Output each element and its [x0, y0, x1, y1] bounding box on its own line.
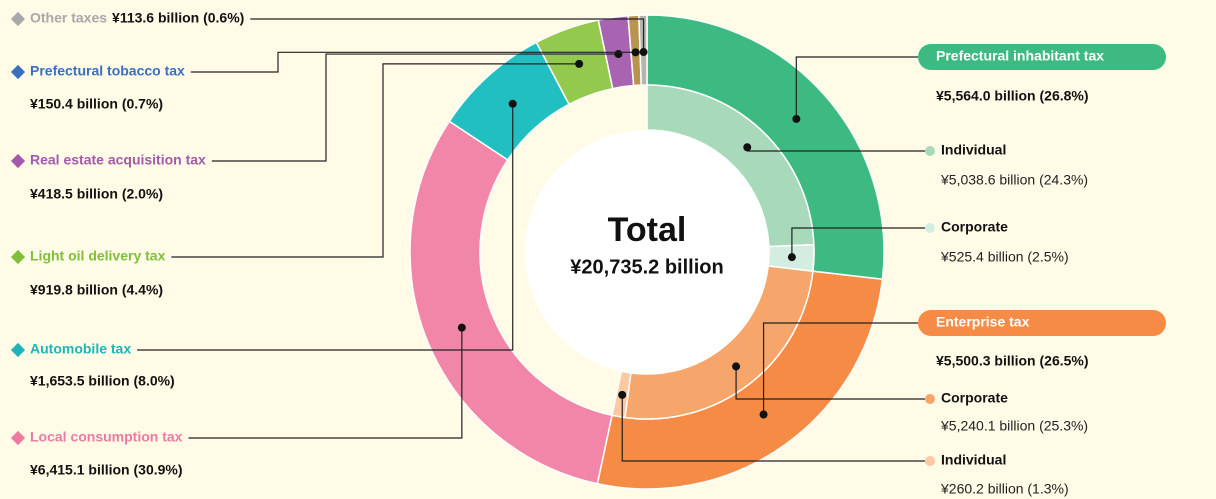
- value-label: ¥418.5 billion (2.0%): [30, 186, 163, 202]
- legend-diamond: [10, 249, 26, 265]
- inner-value-label: ¥5,240.1 billion (25.3%): [940, 418, 1088, 434]
- legend-diamond: [10, 430, 26, 446]
- leader-line: [791, 227, 925, 258]
- category-label: Prefectural tobacco tax: [30, 63, 185, 79]
- value-label: ¥5,564.0 billion (26.8%): [936, 88, 1089, 104]
- center-hole: [525, 130, 769, 374]
- legend-dot: [925, 394, 935, 404]
- category-label: Prefectural inhabitant tax: [936, 48, 1104, 64]
- legend-dot: [925, 146, 935, 156]
- leader-line: [762, 322, 918, 415]
- legend-diamond: [10, 11, 26, 27]
- category-pill: [918, 310, 1166, 336]
- category-label: Automobile tax: [30, 341, 131, 357]
- slices: [409, 14, 885, 490]
- inner-category-label: Corporate: [941, 219, 1008, 235]
- leader-dot: [732, 362, 741, 371]
- inner-category-label: Corporate: [941, 390, 1008, 406]
- center-title: Total: [608, 211, 687, 249]
- inner-value-label: ¥5,038.6 billion (24.3%): [940, 172, 1088, 188]
- leader-dot: [631, 48, 640, 57]
- category-label: Enterprise tax: [936, 314, 1030, 330]
- leader-dot: [508, 99, 517, 108]
- category-label: Light oil delivery tax: [30, 248, 166, 264]
- leader-dot: [457, 323, 466, 332]
- inner-category-label: Individual: [941, 452, 1006, 468]
- leader-line: [621, 394, 925, 462]
- inner-value-label: ¥525.4 billion (2.5%): [940, 249, 1069, 265]
- legend-diamond: [10, 64, 26, 80]
- leader-line: [211, 53, 619, 162]
- category-pill: [918, 44, 1166, 70]
- leader-dot: [792, 114, 801, 123]
- value-label: ¥5,500.3 billion (26.5%): [936, 353, 1089, 369]
- leader-dot: [618, 390, 627, 399]
- leader-dot: [614, 50, 623, 59]
- legend-dot: [925, 456, 935, 466]
- leader-dot: [575, 59, 584, 68]
- center-total: ¥20,735.2 billion: [570, 256, 723, 278]
- leader-dot: [787, 253, 796, 262]
- leader-dot: [639, 48, 648, 57]
- leader-line: [795, 56, 918, 119]
- leader-line: [735, 366, 925, 400]
- leader-line: [250, 18, 645, 53]
- leader-dot: [759, 410, 768, 419]
- leader-line: [137, 103, 514, 351]
- value-label: ¥150.4 billion (0.7%): [30, 96, 163, 112]
- legend-diamond: [10, 342, 26, 358]
- outer-slice: [409, 120, 613, 485]
- legend-dot: [925, 223, 935, 233]
- inner-value-label: ¥260.2 billion (1.3%): [940, 481, 1069, 497]
- category-label: Local consumption tax: [30, 429, 183, 445]
- leader-line: [171, 63, 580, 258]
- leader-dot: [743, 143, 752, 152]
- leader-line: [188, 327, 463, 439]
- leaders: [137, 18, 925, 462]
- value-label: ¥919.8 billion (4.4%): [30, 282, 163, 298]
- category-label: Real estate acquisition tax: [30, 152, 206, 168]
- value-label: ¥6,415.1 billion (30.9%): [30, 462, 183, 478]
- inner-category-label: Individual: [941, 142, 1006, 158]
- category-label: Other taxes: [30, 10, 107, 26]
- legend-diamond: [10, 153, 26, 169]
- leader-line: [190, 51, 636, 73]
- value-label: ¥1,653.5 billion (8.0%): [30, 373, 175, 389]
- value-label: ¥113.6 billion (0.6%): [112, 10, 244, 26]
